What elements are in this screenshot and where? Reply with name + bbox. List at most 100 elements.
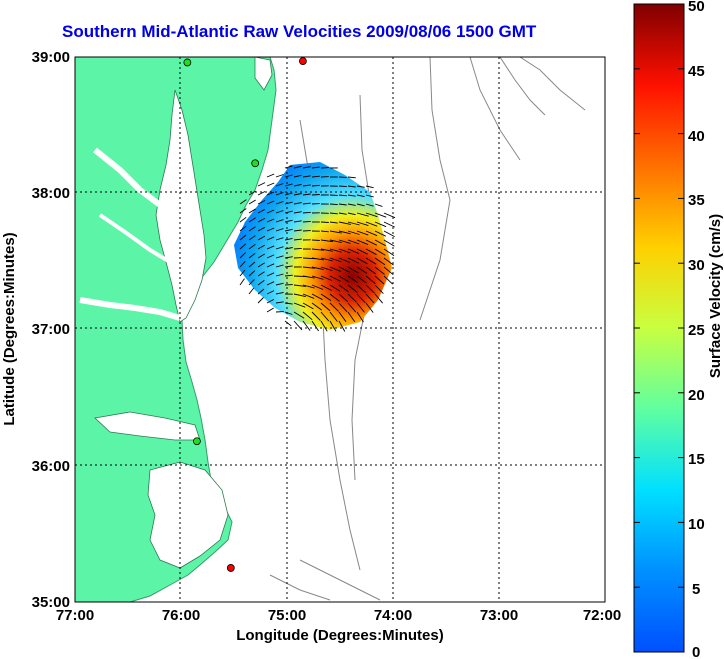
james-river — [79, 297, 181, 321]
velocity-arrow — [365, 203, 374, 207]
velocity-arrow — [329, 203, 338, 206]
velocity-arrow — [347, 230, 360, 235]
velocity-arrow — [257, 280, 265, 286]
velocity-arrow — [356, 185, 365, 188]
velocity-arrow — [320, 239, 333, 243]
velocity-arrow — [365, 230, 378, 237]
velocity-arrow — [284, 183, 293, 187]
y-tick-label: 36:00 — [32, 458, 70, 475]
velocity-arrow — [329, 320, 337, 332]
velocity-arrow — [257, 191, 266, 196]
velocity-arrow — [374, 230, 386, 237]
velocity-arrow — [365, 248, 377, 256]
velocity-arrow — [356, 257, 368, 265]
velocity-arrow — [248, 190, 256, 196]
velocity-arrow — [248, 252, 256, 259]
velocity-arrow — [374, 275, 385, 285]
velocity-arrow — [248, 235, 256, 241]
velocity-arrow — [239, 234, 247, 241]
velocity-arrow — [374, 212, 387, 218]
velocity-arrow — [275, 183, 284, 187]
velocity-arrow — [302, 302, 314, 310]
velocity-arrow — [284, 274, 293, 277]
velocity-arrow — [284, 256, 293, 259]
velocity-arrow — [266, 191, 275, 196]
colorbar-tick-label: 40 — [688, 128, 705, 145]
velocity-arrow — [329, 293, 340, 302]
velocity-arrow — [293, 229, 302, 232]
velocity-arrow — [248, 270, 256, 277]
x-tick-label: 74:00 — [374, 607, 412, 624]
velocity-arrow — [275, 210, 284, 214]
x-tick-label: 77:00 — [56, 607, 94, 624]
x-tick-label: 72:00 — [583, 607, 621, 624]
velocity-arrow — [311, 194, 320, 196]
colorbar-tick-label: 5 — [692, 581, 700, 598]
velocity-arrow — [239, 269, 246, 277]
y-tick-label: 38:00 — [32, 185, 70, 202]
velocity-arrow — [239, 199, 247, 205]
velocity-arrow — [356, 239, 369, 246]
velocity-arrow — [248, 208, 256, 214]
velocity-arrow — [293, 174, 302, 178]
velocity-arrow — [293, 211, 302, 214]
velocity-arrow — [302, 211, 311, 214]
velocity-arrow — [293, 293, 306, 298]
velocity-arrow — [257, 200, 266, 205]
velocity-arrow — [356, 203, 365, 207]
x-axis-label: Longitude (Degrees:Minutes) — [236, 627, 444, 644]
velocity-arrow — [329, 266, 342, 273]
pamlico-sound — [147, 461, 229, 569]
velocity-arrow — [239, 243, 247, 250]
velocity-arrow — [356, 275, 367, 284]
colorbar-label: Surface Velocity (cm/s) — [707, 214, 724, 378]
velocity-arrow — [347, 221, 360, 226]
colorbar-tick-label: 35 — [688, 192, 705, 209]
velocity-arrow — [356, 293, 366, 304]
velocity-arrow — [365, 284, 376, 294]
velocity-arrow — [302, 166, 311, 169]
velocity-arrow — [320, 230, 329, 233]
velocity-arrow — [284, 192, 293, 196]
velocity-arrow — [284, 201, 293, 205]
velocity-arrow — [239, 225, 247, 232]
velocity-arrow — [374, 248, 386, 256]
velocity-arrow — [284, 210, 293, 214]
velocity-arrow — [293, 183, 302, 187]
velocity-arrow — [320, 311, 330, 322]
velocity-arrow — [266, 290, 275, 295]
velocity-arrow — [248, 279, 255, 286]
x-tick-label: 73:00 — [480, 607, 518, 624]
velocity-arrow — [329, 275, 341, 282]
velocity-arrow — [320, 257, 333, 262]
velocity-arrow — [365, 302, 374, 313]
velocity-arrow — [257, 218, 266, 223]
velocity-arrow — [356, 230, 369, 236]
velocity-arrow — [302, 320, 311, 331]
velocity-arrow — [338, 221, 351, 225]
velocity-arrow — [275, 264, 284, 268]
velocity-arrow — [311, 239, 320, 241]
colorbar: 50 45 40 35 30 25 20 15 10 5 0 Surface V… — [633, 0, 724, 659]
velocity-arrow — [302, 266, 315, 269]
velocity-arrow — [239, 252, 246, 259]
radar-stations — [183, 57, 307, 572]
velocity-arrow — [311, 166, 320, 169]
velocity-arrow — [293, 165, 302, 169]
radar-station-marker — [226, 564, 235, 572]
velocity-arrow — [347, 203, 356, 206]
land-mass — [75, 57, 277, 602]
velocity-arrow — [320, 302, 331, 312]
velocity-arrow — [374, 284, 384, 294]
velocity-arrow — [293, 247, 302, 250]
velocity-arrow — [383, 221, 395, 228]
velocity-arrow — [284, 302, 293, 305]
velocity-arrow — [257, 226, 266, 232]
colorbar-tick-label: 10 — [688, 516, 705, 533]
velocity-arrow — [275, 301, 284, 304]
velocity-arrow — [356, 266, 368, 274]
colorbar-tick-label: 20 — [688, 387, 705, 404]
velocity-arrow — [275, 219, 284, 223]
colorbar-gradient — [633, 3, 685, 653]
